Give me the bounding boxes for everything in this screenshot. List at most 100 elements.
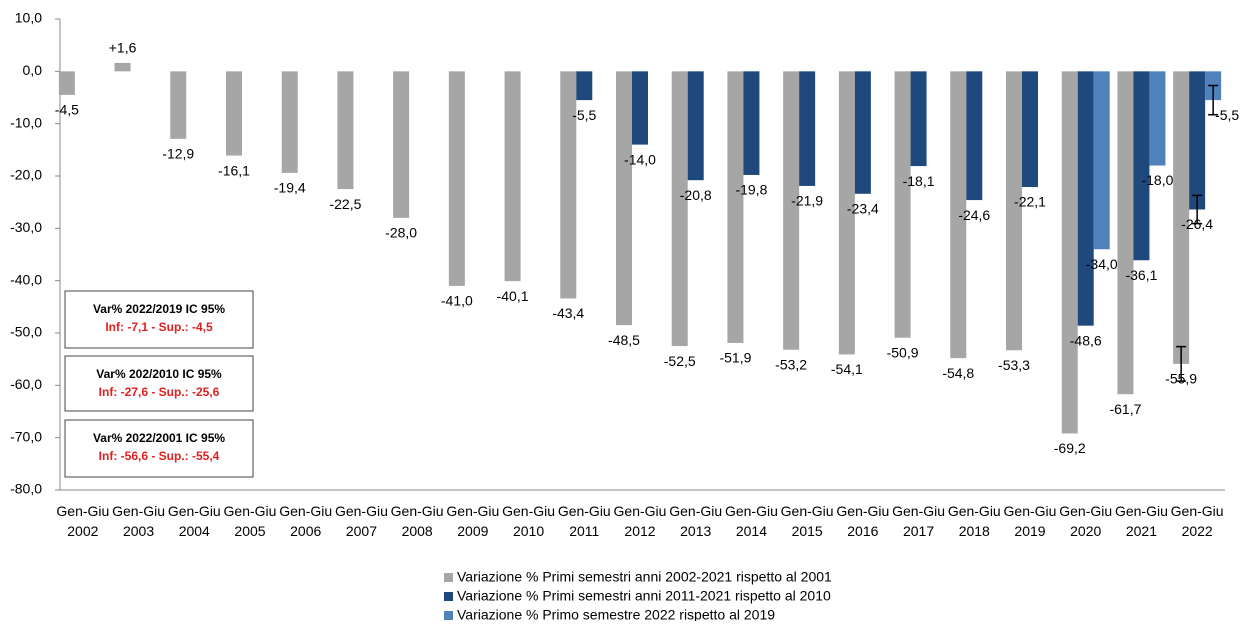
- data-label: -54,8: [942, 365, 974, 381]
- bar: [114, 62, 131, 72]
- x-tick-label: Gen-Giu 2021: [1115, 503, 1168, 539]
- bar: [58, 71, 75, 95]
- legend-swatch: [444, 592, 453, 601]
- data-label: -4,5: [55, 102, 79, 118]
- bar: [950, 71, 967, 359]
- annotation-text: Inf: -27,6 - Sup.: -25,6: [99, 385, 220, 399]
- data-label: -12,9: [162, 146, 194, 162]
- x-tick-label: Gen-Giu 2003: [112, 503, 165, 539]
- bar: [1061, 71, 1078, 434]
- data-label: -28,0: [385, 225, 417, 241]
- data-label: -22,5: [329, 196, 361, 212]
- data-label: -48,5: [608, 332, 640, 348]
- bar: [671, 71, 688, 347]
- annotation-title: Var% 2022/2019 IC 95%: [93, 302, 225, 316]
- data-label: -22,1: [1014, 194, 1046, 210]
- bar: [1093, 71, 1110, 250]
- bar: [281, 71, 298, 173]
- x-tick-label: Gen-Giu 2019: [1004, 503, 1057, 539]
- x-tick-label: Gen-Giu 2004: [168, 503, 221, 539]
- x-tick-label: Gen-Giu 2010: [502, 503, 555, 539]
- error-bar: [1192, 194, 1203, 225]
- x-tick-label: Gen-Giu 2016: [836, 503, 889, 539]
- y-tick-label: -10,0: [10, 114, 42, 130]
- data-label: -61,7: [1109, 401, 1141, 417]
- y-tick-label: -40,0: [10, 271, 42, 287]
- data-label: -43,4: [552, 305, 584, 321]
- data-label: -5,5: [1215, 107, 1239, 123]
- error-bar: [1176, 345, 1187, 382]
- bar: [1189, 71, 1206, 210]
- y-tick-label: -80,0: [10, 481, 42, 497]
- data-label: -34,0: [1086, 256, 1118, 272]
- legend-swatch: [444, 573, 453, 582]
- annotation-box: [64, 355, 254, 412]
- bar: [616, 71, 632, 326]
- bar: [783, 71, 800, 350]
- bar: [838, 71, 855, 355]
- data-label: -50,9: [887, 344, 919, 360]
- annotation-text: Inf: -56,6 - Sup.: -55,4: [99, 449, 220, 463]
- data-label: +1,6: [109, 40, 137, 56]
- bar: [504, 71, 521, 282]
- bar: [910, 71, 927, 167]
- data-label: -53,3: [998, 357, 1030, 373]
- bar: [687, 71, 704, 181]
- bar: [1117, 71, 1134, 395]
- bar: [632, 71, 648, 145]
- bar: [170, 71, 187, 139]
- x-tick-label: Gen-Giu 2017: [892, 503, 945, 539]
- legend-swatch: [444, 611, 453, 620]
- data-label: -20,8: [680, 187, 712, 203]
- data-label: -48,6: [1070, 332, 1102, 348]
- annotation-title: Var% 202/2010 IC 95%: [96, 367, 222, 381]
- data-label: -41,0: [441, 293, 473, 309]
- data-label: -23,4: [847, 200, 879, 216]
- data-label: -21,9: [791, 193, 823, 209]
- y-tick-label: 0,0: [23, 62, 43, 78]
- x-tick-label: Gen-Giu 2002: [56, 503, 109, 539]
- bar: [799, 71, 816, 186]
- data-label: -51,9: [719, 350, 751, 366]
- data-label: -54,1: [831, 361, 863, 377]
- bar: [393, 71, 410, 218]
- bar: [894, 71, 911, 338]
- x-tick-label: Gen-Giu 2013: [669, 503, 722, 539]
- x-tick-label: Gen-Giu 2006: [279, 503, 332, 539]
- data-label: -69,2: [1054, 440, 1086, 456]
- x-tick-label: Gen-Giu 2008: [391, 503, 444, 539]
- legend-label: Variazione % Primi semestri anni 2011-20…: [457, 588, 831, 604]
- x-tick-label: Gen-Giu 2012: [614, 503, 667, 539]
- annotation-box: [64, 290, 254, 349]
- x-tick-label: Gen-Giu 2005: [224, 503, 277, 539]
- y-tick-label: -60,0: [10, 376, 42, 392]
- bar: [1149, 71, 1166, 166]
- data-label: -55,9: [1165, 371, 1197, 387]
- annotation-text: Inf: -7,1 - Sup.: -4,5: [105, 320, 213, 334]
- data-label: -36,1: [1125, 267, 1157, 283]
- x-tick-label: Gen-Giu 2007: [335, 503, 388, 539]
- bar: [576, 71, 593, 101]
- data-label: -53,2: [775, 356, 807, 372]
- x-tick-label: Gen-Giu 2020: [1059, 503, 1112, 539]
- y-tick-label: -20,0: [10, 167, 42, 183]
- x-tick-label: Gen-Giu 2014: [725, 503, 778, 539]
- data-label: -18,0: [1141, 172, 1173, 188]
- annotation-title: Var% 2022/2001 IC 95%: [93, 431, 225, 445]
- y-tick-label: -70,0: [10, 428, 42, 444]
- bar: [337, 71, 354, 190]
- bar: [743, 71, 760, 175]
- x-tick-label: Gen-Giu 2011: [558, 503, 611, 539]
- data-label: -16,1: [218, 162, 250, 178]
- bar: [226, 71, 242, 156]
- data-label: -5,5: [572, 107, 596, 123]
- bar: [1133, 71, 1150, 261]
- y-tick-label: -30,0: [10, 219, 42, 235]
- legend-label: Variazione % Primo semestre 2022 rispett…: [457, 607, 775, 621]
- bar: [966, 71, 983, 201]
- data-label: -24,6: [958, 207, 990, 223]
- bar: [560, 71, 577, 299]
- bar: [854, 71, 871, 194]
- data-label: -26,4: [1181, 216, 1213, 232]
